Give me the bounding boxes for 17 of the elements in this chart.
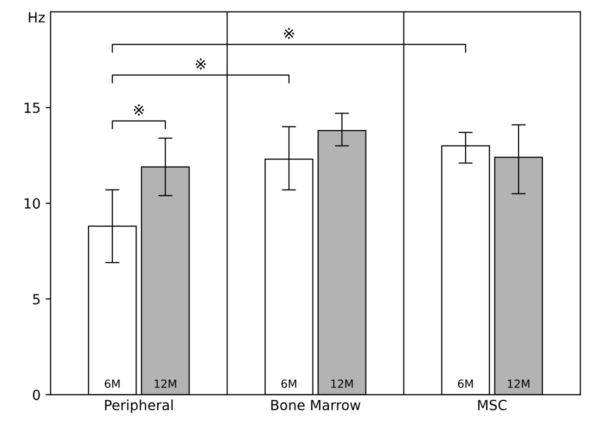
- annotation: ※: [134, 104, 144, 116]
- x-tick-label: Peripheral: [105, 400, 173, 413]
- text: 12M: [331, 380, 353, 388]
- x-tick-label: Bone Marrow: [271, 400, 360, 410]
- series-label: 12M: [154, 380, 176, 388]
- y-tick-label: 15: [24, 102, 40, 114]
- annotation: ※: [284, 28, 294, 39]
- annotation: ※: [196, 58, 206, 70]
- text: 6M: [281, 380, 296, 388]
- y-tick-label: 5: [33, 294, 40, 304]
- y-tick-label: 0: [32, 390, 40, 400]
- x-tick-label: MSC: [478, 400, 507, 410]
- y-axis-title: Hz: [28, 12, 45, 22]
- y-tick-label: 10: [24, 198, 40, 209]
- text: 6M: [458, 380, 473, 388]
- series-label: 6M: [104, 380, 120, 388]
- text: 12M: [508, 380, 530, 388]
